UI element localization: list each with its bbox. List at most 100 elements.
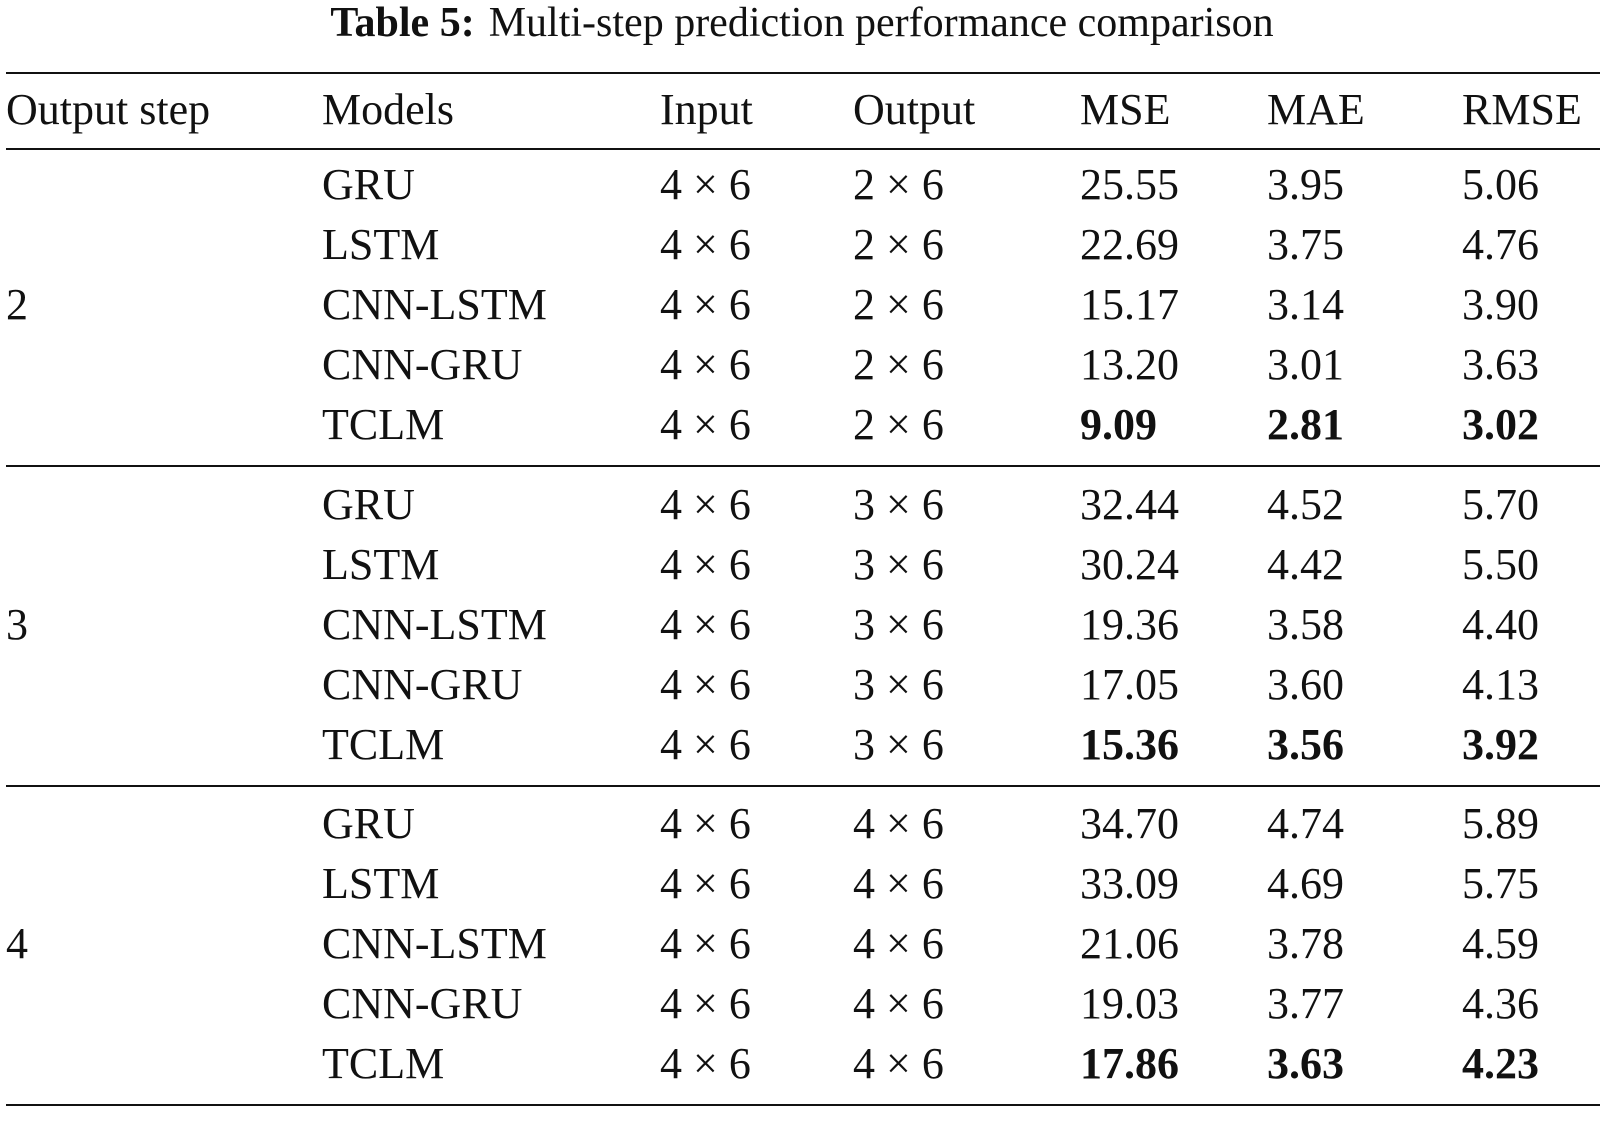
table-row: TCLM 4 × 6 4 × 6 17.86 3.63 4.23	[0, 1034, 1604, 1094]
input-cell: 4 × 6	[660, 400, 751, 449]
output-cell: 3 × 6	[853, 600, 944, 649]
output-cell: 4 × 6	[853, 979, 944, 1028]
mae-cell: 3.77	[1267, 979, 1344, 1028]
output-cell: 3 × 6	[853, 540, 944, 589]
rmse-cell: 3.92	[1462, 720, 1539, 769]
mse-cell: 22.69	[1080, 220, 1179, 269]
table-row: GRU 4 × 6 3 × 6 32.44 4.52 5.70	[0, 475, 1604, 535]
table-row: LSTM 4 × 6 4 × 6 33.09 4.69 5.75	[0, 854, 1604, 914]
rmse-cell: 5.75	[1462, 859, 1539, 908]
bottom-rule	[6, 1104, 1600, 1106]
header-row: Output step Models Input Output MSE MAE …	[0, 72, 1604, 148]
table-row: GRU 4 × 6 4 × 6 34.70 4.74 5.89	[0, 794, 1604, 854]
mae-cell: 3.58	[1267, 600, 1344, 649]
mae-cell: 3.95	[1267, 160, 1344, 209]
model-cell: GRU	[322, 480, 415, 529]
mae-cell: 4.42	[1267, 540, 1344, 589]
mse-cell: 34.70	[1080, 799, 1179, 848]
model-cell: CNN-LSTM	[322, 280, 547, 329]
output-cell: 2 × 6	[853, 280, 944, 329]
rmse-cell: 4.23	[1462, 1039, 1539, 1088]
output-cell: 3 × 6	[853, 660, 944, 709]
mse-cell: 13.20	[1080, 340, 1179, 389]
output-cell: 4 × 6	[853, 859, 944, 908]
header-output-step: Output step	[6, 85, 211, 134]
rmse-cell: 4.13	[1462, 660, 1539, 709]
input-cell: 4 × 6	[660, 220, 751, 269]
rmse-cell: 5.70	[1462, 480, 1539, 529]
model-cell: CNN-GRU	[322, 979, 523, 1028]
rmse-cell: 4.76	[1462, 220, 1539, 269]
mae-cell: 3.56	[1267, 720, 1344, 769]
input-cell: 4 × 6	[660, 600, 751, 649]
mse-cell: 17.05	[1080, 660, 1179, 709]
input-cell: 4 × 6	[660, 919, 751, 968]
input-cell: 4 × 6	[660, 660, 751, 709]
mae-cell: 3.75	[1267, 220, 1344, 269]
model-cell: CNN-GRU	[322, 660, 523, 709]
output-step-cell: 4	[6, 919, 28, 968]
model-cell: TCLM	[322, 400, 445, 449]
output-cell: 2 × 6	[853, 400, 944, 449]
output-cell: 3 × 6	[853, 720, 944, 769]
input-cell: 4 × 6	[660, 720, 751, 769]
input-cell: 4 × 6	[660, 540, 751, 589]
table-row: CNN-LSTM 4 × 6 4 × 6 21.06 3.78 4.59	[0, 914, 1604, 974]
model-cell: LSTM	[322, 859, 440, 908]
table-row: CNN-LSTM 4 × 6 3 × 6 19.36 3.58 4.40	[0, 595, 1604, 655]
rmse-cell: 5.50	[1462, 540, 1539, 589]
mae-cell: 4.69	[1267, 859, 1344, 908]
mse-cell: 21.06	[1080, 919, 1179, 968]
rmse-cell: 5.89	[1462, 799, 1539, 848]
input-cell: 4 × 6	[660, 340, 751, 389]
output-step-cell: 3	[6, 600, 28, 649]
output-cell: 3 × 6	[853, 480, 944, 529]
rmse-cell: 4.40	[1462, 600, 1539, 649]
input-cell: 4 × 6	[660, 1039, 751, 1088]
output-cell: 2 × 6	[853, 220, 944, 269]
table-row: LSTM 4 × 6 2 × 6 22.69 3.75 4.76	[0, 215, 1604, 275]
input-cell: 4 × 6	[660, 859, 751, 908]
output-cell: 4 × 6	[853, 919, 944, 968]
group-separator-rule	[6, 465, 1600, 467]
output-cell: 4 × 6	[853, 1039, 944, 1088]
mae-cell: 3.78	[1267, 919, 1344, 968]
mse-cell: 15.17	[1080, 280, 1179, 329]
table-row: LSTM 4 × 6 3 × 6 30.24 4.42 5.50	[0, 535, 1604, 595]
header-rmse: RMSE	[1462, 85, 1582, 134]
rmse-cell: 4.59	[1462, 919, 1539, 968]
mae-cell: 2.81	[1267, 400, 1344, 449]
table-row: TCLM 4 × 6 3 × 6 15.36 3.56 3.92	[0, 715, 1604, 775]
mae-cell: 3.63	[1267, 1039, 1344, 1088]
model-cell: GRU	[322, 160, 415, 209]
mae-cell: 3.01	[1267, 340, 1344, 389]
output-cell: 2 × 6	[853, 160, 944, 209]
output-step-cell: 2	[6, 280, 28, 329]
input-cell: 4 × 6	[660, 280, 751, 329]
mse-cell: 32.44	[1080, 480, 1179, 529]
table-caption: Table 5: Multi-step prediction performanc…	[0, 0, 1604, 50]
model-cell: CNN-LSTM	[322, 600, 547, 649]
table-row: TCLM 4 × 6 2 × 6 9.09 2.81 3.02	[0, 395, 1604, 455]
mse-cell: 33.09	[1080, 859, 1179, 908]
rmse-cell: 3.63	[1462, 340, 1539, 389]
output-cell: 4 × 6	[853, 799, 944, 848]
table-row: CNN-GRU 4 × 6 2 × 6 13.20 3.01 3.63	[0, 335, 1604, 395]
model-cell: TCLM	[322, 720, 445, 769]
mse-cell: 15.36	[1080, 720, 1179, 769]
mse-cell: 25.55	[1080, 160, 1179, 209]
input-cell: 4 × 6	[660, 480, 751, 529]
rmse-cell: 4.36	[1462, 979, 1539, 1028]
rmse-cell: 3.90	[1462, 280, 1539, 329]
model-cell: TCLM	[322, 1039, 445, 1088]
mae-cell: 4.74	[1267, 799, 1344, 848]
header-mse: MSE	[1080, 85, 1171, 134]
rmse-cell: 3.02	[1462, 400, 1539, 449]
input-cell: 4 × 6	[660, 799, 751, 848]
table-row: CNN-GRU 4 × 6 4 × 6 19.03 3.77 4.36	[0, 974, 1604, 1034]
header-input: Input	[660, 85, 753, 134]
mse-cell: 19.03	[1080, 979, 1179, 1028]
mse-cell: 17.86	[1080, 1039, 1179, 1088]
header-rule	[6, 148, 1600, 150]
mse-cell: 9.09	[1080, 400, 1157, 449]
